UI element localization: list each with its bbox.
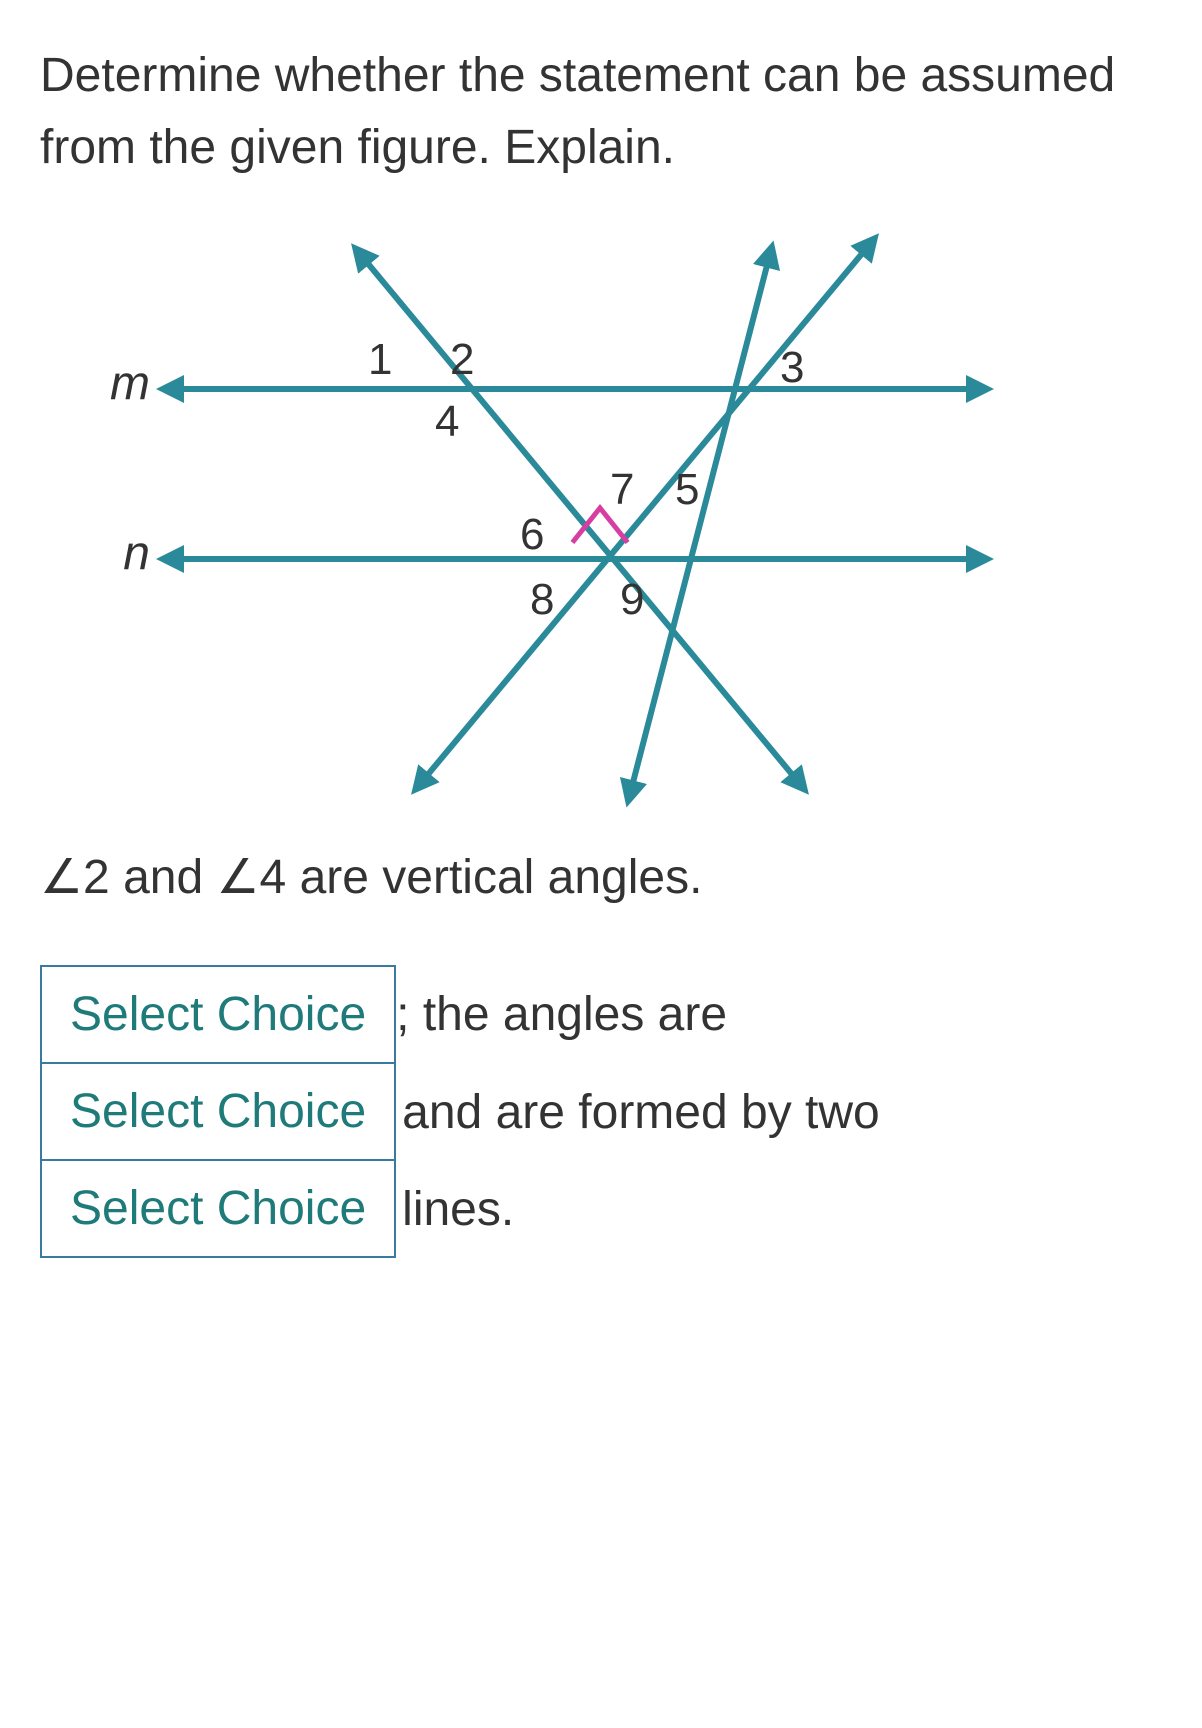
answer-row-3-text: lines. bbox=[396, 1161, 514, 1258]
question-prompt: Determine whether the statement can be a… bbox=[40, 40, 1162, 184]
answer-row-1: Select Choice ; the angles are bbox=[40, 965, 1162, 1064]
svg-text:4: 4 bbox=[435, 397, 459, 446]
select-choice-1[interactable]: Select Choice bbox=[40, 965, 396, 1064]
select-choice-2[interactable]: Select Choice bbox=[40, 1064, 396, 1161]
svg-text:n: n bbox=[123, 527, 150, 580]
svg-text:7: 7 bbox=[610, 465, 634, 514]
select-choice-3[interactable]: Select Choice bbox=[40, 1161, 396, 1258]
svg-text:3: 3 bbox=[780, 343, 804, 392]
geometry-figure: m n 1 2 3 4 5 6 7 8 9 bbox=[100, 214, 1162, 819]
answer-area: Select Choice ; the angles are Select Ch… bbox=[40, 965, 1162, 1258]
svg-text:8: 8 bbox=[530, 575, 554, 624]
svg-text:2: 2 bbox=[450, 335, 474, 384]
answer-row-1-text: ; the angles are bbox=[396, 965, 727, 1064]
answer-row-2: Select Choice and are formed by two bbox=[40, 1064, 1162, 1161]
svg-text:5: 5 bbox=[675, 465, 699, 514]
svg-text:1: 1 bbox=[368, 335, 392, 384]
svg-text:m: m bbox=[110, 357, 150, 410]
answer-row-3: Select Choice lines. bbox=[40, 1161, 1162, 1258]
svg-text:6: 6 bbox=[520, 510, 544, 559]
svg-text:9: 9 bbox=[620, 575, 644, 624]
statement-text: ∠2 and ∠4 are vertical angles. bbox=[40, 849, 1162, 905]
answer-row-2-text: and are formed by two bbox=[396, 1064, 880, 1161]
